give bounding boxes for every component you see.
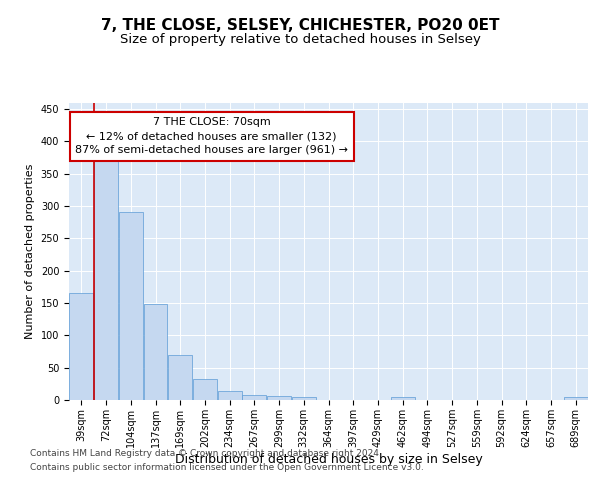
Bar (168, 354, 192, 400)
Bar (391, 397, 415, 400)
Text: 7, THE CLOSE, SELSEY, CHICHESTER, PO20 0ET: 7, THE CLOSE, SELSEY, CHICHESTER, PO20 0… (101, 18, 499, 32)
Bar (242, 396, 266, 400)
Bar (70, 294, 94, 400)
Y-axis label: Number of detached properties: Number of detached properties (25, 164, 35, 339)
Text: 7 THE CLOSE: 70sqm
← 12% of detached houses are smaller (132)
87% of semi-detach: 7 THE CLOSE: 70sqm ← 12% of detached hou… (75, 118, 348, 156)
Bar (563, 397, 587, 400)
Bar (218, 391, 242, 400)
Bar (193, 378, 217, 400)
X-axis label: Distribution of detached houses by size in Selsey: Distribution of detached houses by size … (175, 452, 482, 466)
Bar (143, 304, 167, 400)
Text: Size of property relative to detached houses in Selsey: Size of property relative to detached ho… (119, 32, 481, 46)
Text: Contains HM Land Registry data © Crown copyright and database right 2024.: Contains HM Land Registry data © Crown c… (30, 448, 382, 458)
Bar (119, 212, 143, 400)
Bar (267, 396, 291, 400)
Bar (94, 158, 118, 400)
Text: Contains public sector information licensed under the Open Government Licence v3: Contains public sector information licen… (30, 464, 424, 472)
Bar (292, 397, 316, 400)
